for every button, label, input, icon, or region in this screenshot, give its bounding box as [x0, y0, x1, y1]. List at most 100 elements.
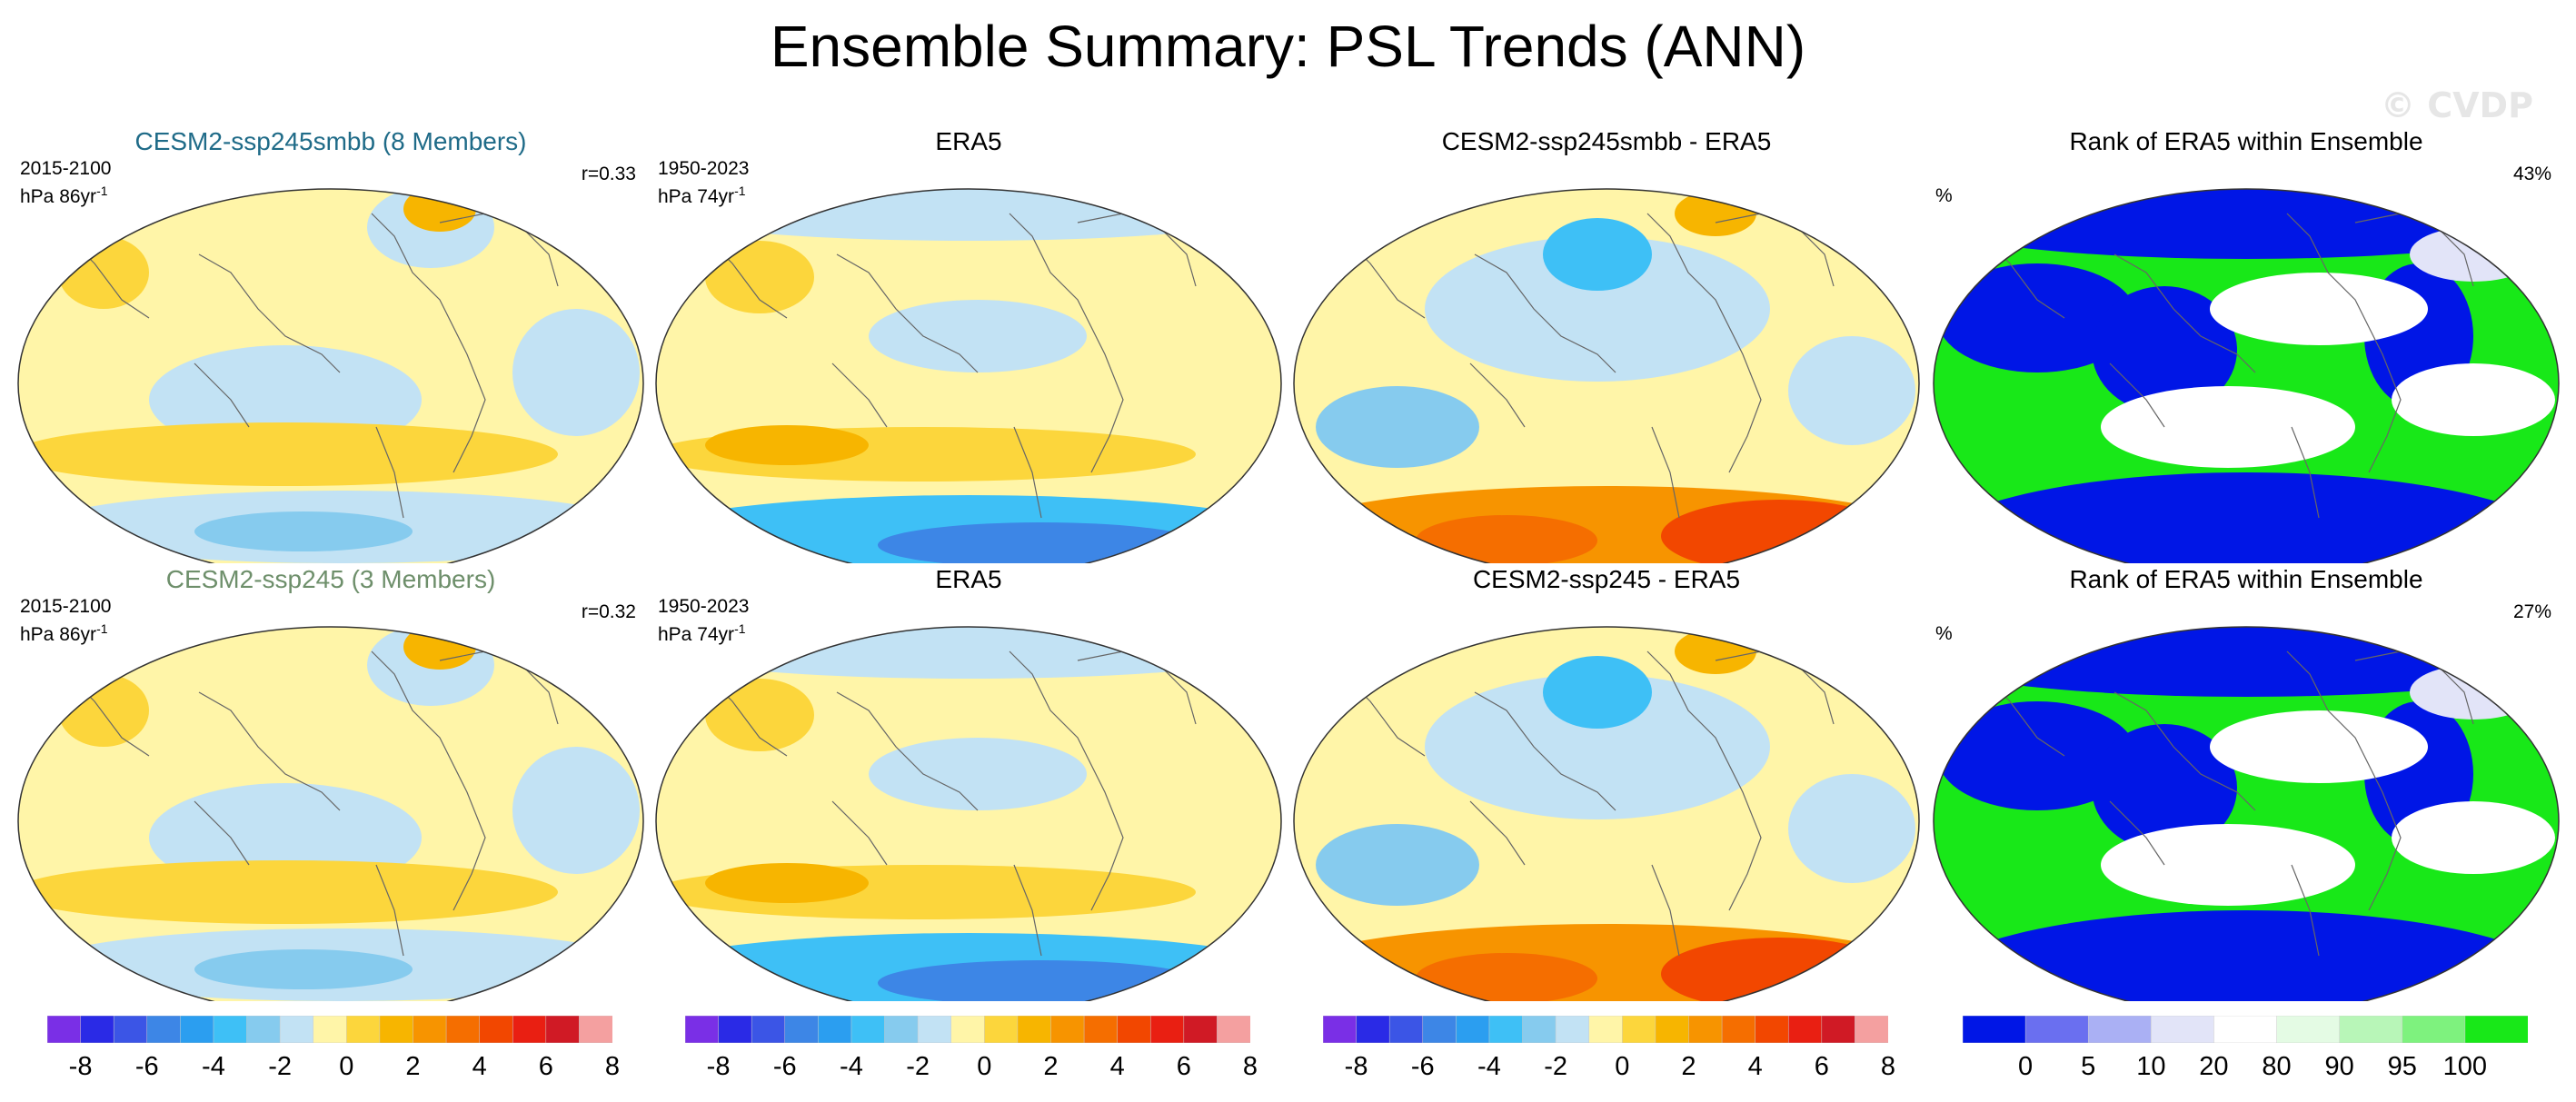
colorbar-tick-label: 100 — [2442, 1052, 2488, 1081]
colorbar-swatch — [1149, 1015, 1185, 1044]
colorbar-tick-label: -2 — [906, 1052, 930, 1081]
colorbar-tick-label: 20 — [2199, 1052, 2229, 1081]
panel-title: ERA5 — [935, 127, 1002, 155]
colorbar-swatch — [1588, 1015, 1624, 1044]
rank-band — [1934, 910, 2559, 1001]
panel-period-units: 2015-2100 hPa 86yr-1 — [20, 158, 111, 208]
trend-region — [58, 674, 149, 747]
colorbar-swatch — [1388, 1015, 1424, 1044]
map-svg — [1293, 188, 1920, 563]
panel-units-exponent: -1 — [96, 621, 108, 636]
trend-band — [18, 860, 558, 924]
colorbar-swatch — [1622, 1015, 1656, 1044]
coastline — [831, 362, 888, 428]
colorbar-swatch — [213, 1015, 248, 1044]
rank-region — [2210, 710, 2428, 783]
panel-period-units: 2015-2100 hPa 86yr-1 — [20, 596, 111, 646]
panel-period: 1950-2023 — [658, 158, 750, 179]
colorbar-tick-label: 0 — [977, 1052, 992, 1081]
rank-region — [2410, 665, 2537, 720]
map-svg — [655, 626, 1282, 1001]
colorbar-swatch — [1183, 1015, 1218, 1044]
colorbar-swatch — [279, 1015, 314, 1044]
panel-units-exponent: -1 — [96, 184, 108, 198]
panel-period-units: 1950-2023 hPa 74yr-1 — [658, 596, 749, 646]
colorbar-swatch — [46, 1015, 82, 1044]
colorbar-swatch — [950, 1015, 986, 1044]
map-field — [1294, 189, 1919, 563]
colorbar: 0 5 10 20 80 90 95 100 — [1962, 1015, 2529, 1088]
coastline — [2291, 864, 2320, 957]
trend-band — [18, 422, 558, 486]
coastline — [375, 864, 404, 957]
rank-region — [2210, 273, 2428, 345]
rank-band — [1934, 472, 2559, 563]
rank-region — [1937, 263, 2137, 372]
colorbar-swatch — [346, 1015, 381, 1044]
panel-units: % — [1935, 623, 1953, 644]
colorbar-swatch — [718, 1015, 752, 1044]
map-field — [1934, 189, 2559, 563]
coastline — [1469, 362, 1526, 428]
colorbar-tick-label: -8 — [1344, 1052, 1368, 1081]
panel-title: CESM2-ssp245 (3 Members) — [165, 565, 496, 593]
coastline — [1474, 253, 1616, 373]
colorbar-swatch — [1017, 1015, 1052, 1044]
colorbar-tick-label: 10 — [2136, 1052, 2166, 1081]
colorbar-swatch — [2402, 1015, 2466, 1044]
coastline — [2286, 213, 2402, 473]
colorbar-tick-label: 95 — [2387, 1052, 2417, 1081]
coastline — [1651, 426, 1680, 519]
colorbar-swatch — [2087, 1015, 2153, 1044]
main-title: Ensemble Summary: PSL Trends (ANN) — [770, 14, 1806, 79]
colorbar-swatch — [1855, 1015, 1889, 1044]
coastline — [1474, 691, 1616, 811]
colorbar-tick-label: -6 — [134, 1052, 159, 1081]
panel-title: Rank of ERA5 within Ensemble — [2069, 127, 2423, 155]
colorbar-tick-label: 8 — [604, 1052, 621, 1081]
panel-units: hPa 74yr-1 — [658, 621, 746, 645]
cvdp-watermark: © CVDP — [2381, 85, 2533, 125]
colorbar: -8 -6 -4 -2 0 2 4 6 8 — [684, 1015, 1258, 1088]
trend-region — [705, 241, 814, 313]
colorbar-swatch — [1962, 1015, 2026, 1044]
colorbar-swatch — [684, 1015, 720, 1044]
trend-region — [705, 679, 814, 751]
colorbar-tick-label: 0 — [339, 1052, 354, 1081]
colorbar-tick-label: -6 — [1410, 1052, 1435, 1081]
map-panel-diff: CESM2-ssp245 - ERA5 — [1288, 565, 1925, 1001]
coastline — [1009, 213, 1124, 473]
coastline — [831, 800, 888, 866]
map-outline — [17, 626, 644, 1001]
colorbar: -8 -6 -4 -2 0 2 4 6 8 — [1322, 1015, 1895, 1088]
colorbar-tick-label: -4 — [1477, 1052, 1501, 1081]
map-panel-diff: CESM2-ssp245smbb - ERA5 — [1288, 127, 1925, 563]
map-outline — [17, 188, 644, 563]
panel-units: hPa 74yr-1 — [658, 184, 746, 207]
trend-region — [512, 747, 640, 874]
map-panel-rank: Rank of ERA5 within Ensemble% 27% — [1928, 565, 2564, 1001]
colorbar-swatch — [80, 1015, 114, 1044]
map-panel-rank: Rank of ERA5 within Ensemble% 43% — [1928, 127, 2564, 563]
colorbar-swatch — [246, 1015, 281, 1044]
colorbar-tick-label: 2 — [1681, 1052, 1696, 1081]
map-outline — [655, 188, 1282, 563]
colorbar-swatch — [917, 1015, 952, 1044]
coastline — [2114, 691, 2256, 811]
trend-region — [1788, 336, 1915, 445]
trend-region — [1675, 629, 1756, 674]
colorbar-swatch — [1322, 1015, 1358, 1044]
colorbar-tick-label: 0 — [1615, 1052, 1630, 1081]
colorbar-swatch — [413, 1015, 447, 1044]
trend-region — [1416, 953, 1597, 1001]
map-outline — [1293, 626, 1920, 1001]
trend-region — [403, 189, 476, 232]
trend-region — [1416, 515, 1597, 563]
colorbar-tick-label: 80 — [2262, 1052, 2292, 1081]
rank-region — [2410, 227, 2537, 282]
colorbar-swatch — [1083, 1015, 1119, 1044]
coastline — [1013, 864, 1042, 957]
panel-stat: 27% — [2512, 601, 2551, 622]
colorbar-swatch — [2213, 1015, 2278, 1044]
colorbar-tick-label: 90 — [2324, 1052, 2354, 1081]
